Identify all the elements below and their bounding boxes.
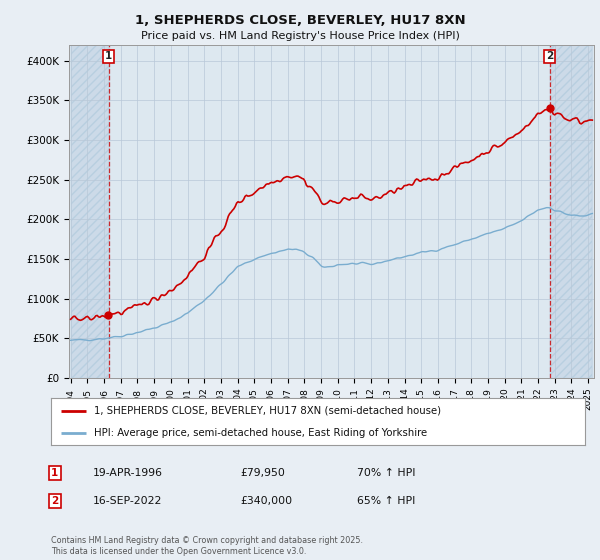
Text: 65% ↑ HPI: 65% ↑ HPI xyxy=(357,496,415,506)
Text: 1: 1 xyxy=(105,52,113,62)
Text: 70% ↑ HPI: 70% ↑ HPI xyxy=(357,468,415,478)
Text: £340,000: £340,000 xyxy=(240,496,292,506)
Text: 2: 2 xyxy=(547,52,554,62)
Text: 1, SHEPHERDS CLOSE, BEVERLEY, HU17 8XN: 1, SHEPHERDS CLOSE, BEVERLEY, HU17 8XN xyxy=(134,14,466,27)
Text: 1: 1 xyxy=(51,468,58,478)
Text: 16-SEP-2022: 16-SEP-2022 xyxy=(93,496,163,506)
Text: 2: 2 xyxy=(51,496,58,506)
Bar xyxy=(550,45,592,378)
Text: £79,950: £79,950 xyxy=(240,468,285,478)
Text: Price paid vs. HM Land Registry's House Price Index (HPI): Price paid vs. HM Land Registry's House … xyxy=(140,31,460,41)
Bar xyxy=(550,45,592,378)
Text: HPI: Average price, semi-detached house, East Riding of Yorkshire: HPI: Average price, semi-detached house,… xyxy=(94,428,427,438)
Text: Contains HM Land Registry data © Crown copyright and database right 2025.
This d: Contains HM Land Registry data © Crown c… xyxy=(51,536,363,556)
Text: 19-APR-1996: 19-APR-1996 xyxy=(93,468,163,478)
Bar xyxy=(71,45,109,378)
Text: 1, SHEPHERDS CLOSE, BEVERLEY, HU17 8XN (semi-detached house): 1, SHEPHERDS CLOSE, BEVERLEY, HU17 8XN (… xyxy=(94,406,441,416)
Bar xyxy=(71,45,109,378)
